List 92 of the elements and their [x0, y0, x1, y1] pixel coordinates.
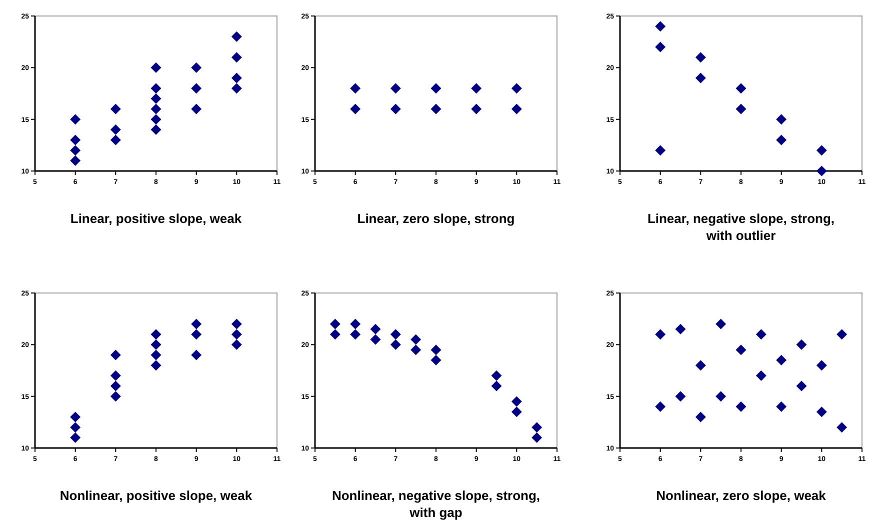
point	[330, 329, 340, 340]
point	[110, 134, 121, 146]
point	[70, 422, 81, 433]
point	[150, 350, 162, 360]
point	[796, 380, 807, 392]
point	[150, 93, 162, 104]
point	[655, 145, 666, 156]
point	[191, 83, 202, 94]
point	[390, 339, 401, 350]
point	[716, 318, 726, 330]
point	[776, 401, 787, 412]
point	[231, 72, 242, 84]
point	[110, 380, 121, 392]
point	[370, 334, 381, 345]
point	[511, 396, 522, 407]
point	[816, 360, 827, 371]
text: Nonlinear, zero slope, weak	[656, 488, 827, 503]
point	[110, 370, 121, 381]
point	[776, 354, 787, 366]
point	[430, 354, 442, 366]
point	[70, 432, 81, 443]
point	[776, 134, 787, 146]
point	[716, 391, 726, 402]
point	[370, 324, 381, 334]
point	[191, 104, 202, 114]
point	[655, 401, 666, 412]
point	[110, 350, 121, 360]
point	[756, 329, 766, 340]
point	[816, 166, 827, 176]
point	[231, 339, 242, 350]
point	[695, 72, 706, 84]
point	[836, 329, 848, 340]
point	[836, 422, 848, 433]
point	[532, 422, 542, 433]
point	[796, 339, 807, 350]
point	[430, 344, 442, 356]
point	[70, 412, 81, 422]
point	[150, 124, 162, 135]
point	[655, 329, 666, 340]
text: Linear, negative slope, strong, with outlier	[647, 211, 835, 243]
text: Linear, zero slope, strong	[357, 211, 515, 226]
point	[695, 412, 706, 422]
point	[390, 329, 401, 340]
point	[675, 324, 686, 334]
point	[150, 339, 162, 350]
text: Linear, positive slope, weak	[70, 211, 242, 226]
point	[350, 318, 361, 330]
point	[110, 104, 121, 114]
point	[491, 370, 502, 381]
point	[70, 114, 81, 125]
point	[532, 432, 542, 443]
point	[150, 62, 162, 73]
point	[110, 391, 121, 402]
text: Nonlinear, positive slope, weak	[60, 488, 253, 503]
point	[231, 52, 242, 63]
point	[231, 83, 242, 94]
point	[231, 318, 242, 330]
point	[110, 124, 121, 135]
point	[350, 329, 361, 340]
point	[736, 104, 746, 114]
point	[150, 329, 162, 340]
point	[191, 350, 202, 360]
point	[150, 114, 162, 125]
point	[191, 62, 202, 73]
point	[736, 83, 746, 94]
point	[150, 83, 162, 94]
point	[70, 134, 81, 146]
point	[695, 52, 706, 63]
point	[816, 406, 827, 418]
point	[736, 344, 746, 356]
point	[410, 344, 422, 356]
point	[231, 329, 242, 340]
point	[675, 391, 686, 402]
point	[191, 318, 202, 330]
point	[756, 370, 766, 381]
point	[776, 114, 787, 125]
point	[70, 145, 81, 156]
point	[70, 155, 81, 166]
point	[655, 21, 666, 32]
text: Nonlinear, negative slope, strong, with gap	[332, 488, 540, 520]
point	[231, 31, 242, 42]
point	[511, 406, 522, 418]
point	[736, 401, 746, 412]
point	[491, 380, 502, 392]
point	[410, 334, 422, 345]
point	[330, 318, 340, 330]
point	[150, 360, 162, 371]
point	[191, 329, 202, 340]
point	[150, 104, 162, 114]
point	[695, 360, 706, 371]
point	[655, 42, 666, 52]
point	[816, 145, 827, 156]
